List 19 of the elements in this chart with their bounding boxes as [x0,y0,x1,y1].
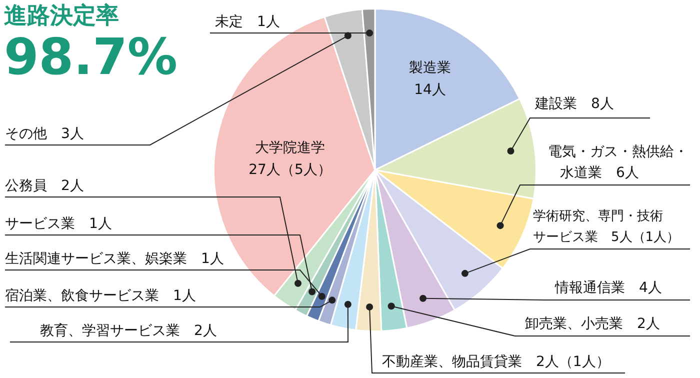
slice-label: 学術研究、専門・技術サービス業 5人（1人） [533,209,680,245]
slice-label: 宿泊業、飲食サービス業 1人 [5,288,196,304]
slice-label: 公務員 2人 [5,178,84,194]
slice-label: 不動産業、物品賃貸業 2人（1人） [382,354,610,370]
slice-label: 卸売業、小売業 2人 [525,316,660,332]
data-label: 27人（5人） [248,162,332,178]
chart-subtitle: 98.7% [4,28,178,86]
slice-label: その他 3人 [5,126,84,142]
chart-title: 進路決定率 [4,2,119,31]
slice-label: 製造業 [409,60,451,76]
slice-label: 未定 1人 [215,14,280,30]
slice-label: 電気・ガス・熱供給・水道業 6人 [548,144,688,181]
slice-label: 大学院進学 [255,140,325,156]
slice-label: サービス業 1人 [5,216,112,232]
data-label: 14人 [414,82,446,98]
slice-label: 教育、学習サービス業 2人 [40,322,217,339]
slice-label: 生活関連サービス業、娯楽業 1人 [5,251,224,267]
slice-label: 情報通信業 4人 [554,280,662,296]
slice-label: 建設業 8人 [534,96,614,112]
